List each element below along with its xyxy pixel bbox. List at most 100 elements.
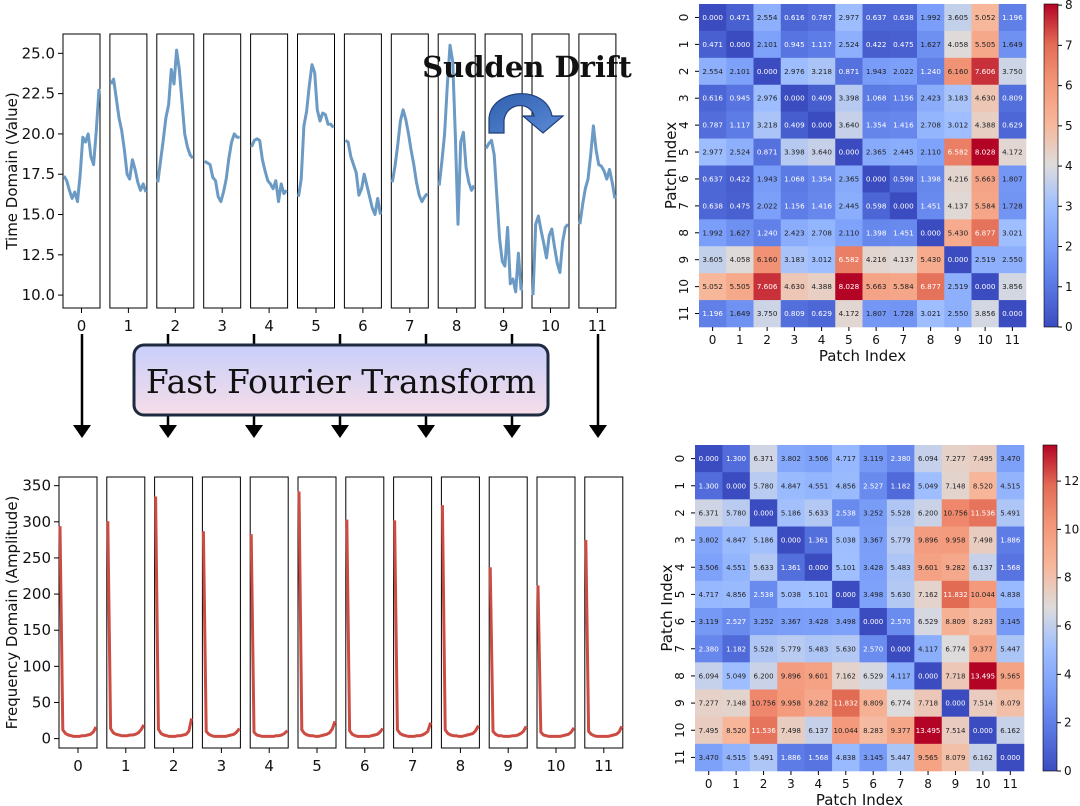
- y-tick-label: 300: [22, 513, 51, 531]
- heatmap-cell: 0.945: [780, 30, 809, 59]
- heatmap-cell: 6.774: [886, 689, 915, 717]
- heatmap-cell-fill: [753, 300, 782, 328]
- heatmap-cell-label: 5.663: [975, 174, 996, 183]
- heatmap-cell-label: 2.365: [866, 148, 887, 157]
- heatmap-cell-fill: [998, 57, 1027, 86]
- heatmap-cell: 3.640: [835, 111, 863, 139]
- heatmap-cell: 7.277: [695, 689, 723, 717]
- heatmap-cell-label: 2.423: [920, 94, 941, 103]
- heatmap-cell-fill: [941, 472, 970, 500]
- heatmap-cell-fill: [804, 472, 833, 500]
- series-line: [203, 132, 240, 204]
- heatmap-cell: 0.000: [808, 111, 836, 139]
- heatmap-cell: 1.156: [780, 192, 809, 220]
- heatmap-cell-fill: [804, 553, 833, 582]
- heatmap-cell-fill: [971, 273, 1000, 301]
- heatmap-cell: 4.551: [722, 553, 751, 582]
- heatmap-cell: 1.182: [722, 635, 751, 663]
- heatmap-cell-fill: [699, 192, 727, 220]
- heatmap-cell: 1.728: [998, 192, 1027, 220]
- heatmap-cell-fill: [749, 472, 778, 500]
- heatmap-cell-label: 4.838: [836, 754, 856, 762]
- heatmap-cell-fill: [777, 662, 805, 690]
- heatmap-cell: 3.218: [808, 57, 836, 86]
- heatmap-cell-label: 4.551: [726, 564, 746, 572]
- heatmap-cell-label: 0.000: [754, 509, 774, 517]
- heatmap-cell-label: 5.505: [730, 282, 751, 291]
- heatmap-cell-fill: [835, 165, 863, 193]
- heatmap-cell: 5.483: [886, 553, 915, 582]
- heatmap-cell: 4.172: [998, 138, 1027, 166]
- x-tick-label: 10: [977, 333, 992, 347]
- heatmap-cell: 9.958: [777, 689, 805, 717]
- x-tick-label: 5: [845, 333, 853, 347]
- heatmap-cell-fill: [859, 580, 888, 609]
- heatmap-cell: 7.606: [971, 57, 1000, 86]
- y-tick-label: 4: [677, 121, 691, 129]
- heatmap-cell: 2.977: [835, 4, 863, 32]
- heatmap-cell: 9.377: [886, 716, 915, 745]
- heatmap-cell-fill: [886, 689, 915, 717]
- heatmap-cell: 0.616: [699, 84, 727, 112]
- heatmap-cell-fill: [695, 635, 723, 663]
- heatmap-cell-label: 5.633: [808, 509, 828, 517]
- heatmap-cell-label: 1.943: [757, 174, 778, 183]
- heatmap-cell-fill: [998, 84, 1027, 112]
- patch-subplot: 8: [440, 476, 480, 775]
- heatmap-cell-fill: [780, 300, 809, 328]
- heatmap-cell-label: 3.398: [839, 94, 860, 103]
- heatmap-cell-label: 0.000: [730, 40, 751, 49]
- heatmap-cell-fill: [832, 662, 860, 690]
- heatmap-cell-label: 3.856: [975, 309, 996, 318]
- colorbar-tick-label: 6: [1064, 619, 1072, 633]
- y-tick-label: 7: [673, 645, 687, 653]
- heatmap-cell-label: 0.945: [730, 94, 751, 103]
- heatmap-cell-fill: [969, 635, 997, 663]
- heatmap-cell-fill: [777, 716, 805, 745]
- heatmap-cell: 0.616: [780, 4, 809, 32]
- heatmap-cell-fill: [695, 553, 723, 582]
- heatmap-cell: 0.000: [777, 526, 805, 554]
- heatmap-cell: 1.886: [777, 743, 805, 772]
- heatmap-cell-fill: [777, 472, 805, 500]
- heatmap-cell-label: 6.200: [918, 509, 938, 517]
- series-line: [106, 521, 146, 738]
- heatmap-cell-fill: [941, 553, 970, 582]
- heatmap-cell-fill: [780, 165, 809, 193]
- heatmap-cell-label: 5.447: [1000, 645, 1020, 653]
- heatmap-cell-label: 7.495: [699, 727, 719, 735]
- heatmap-cell-label: 0.000: [699, 455, 719, 463]
- heatmap-cell: 0.000: [753, 57, 782, 86]
- heatmap-cell: 1.398: [862, 219, 891, 247]
- y-axis-label: Frequency Domain (Amplitude): [3, 496, 21, 730]
- heatmap-cell: 5.633: [804, 499, 833, 527]
- heatmap-cell: 5.584: [889, 273, 918, 301]
- heatmap-cell: 6.582: [944, 138, 972, 166]
- heatmap-cell: 3.802: [777, 445, 805, 473]
- heatmap-cell-fill: [996, 445, 1025, 473]
- heatmap-cell: 8.079: [996, 689, 1025, 717]
- heatmap-cell-fill: [917, 219, 945, 247]
- heatmap-cell: 1.300: [722, 445, 751, 473]
- heatmap-cell-fill: [835, 84, 863, 112]
- heatmap-cell-label: 1.068: [784, 174, 805, 183]
- heatmap-cell-label: 3.640: [811, 148, 832, 157]
- heatmap-cell-fill: [695, 608, 723, 636]
- heatmap-cell-fill: [835, 4, 863, 32]
- heatmap-cell: 1.240: [753, 219, 782, 247]
- colorbar-tick-label: 7: [1065, 38, 1073, 52]
- heatmap-cell: 1.300: [695, 472, 723, 500]
- heatmap-cell: 4.551: [804, 472, 833, 500]
- heatmap-cell: 3.145: [859, 743, 888, 772]
- heatmap-cell: 2.708: [917, 111, 945, 139]
- heatmap-cell-fill: [832, 580, 860, 609]
- heatmap-cell-label: 3.802: [781, 455, 801, 463]
- series-line: [584, 539, 624, 738]
- heatmap-cell-fill: [804, 608, 833, 636]
- x-tick-label: 11: [1005, 333, 1020, 347]
- y-axis-label: Time Domain (Value): [3, 92, 21, 250]
- heatmap-cell-label: 1.649: [1002, 40, 1023, 49]
- heatmap-cell: 5.447: [996, 635, 1025, 663]
- heatmap-cell-fill: [859, 689, 888, 717]
- heatmap-cell-label: 6.774: [945, 645, 966, 653]
